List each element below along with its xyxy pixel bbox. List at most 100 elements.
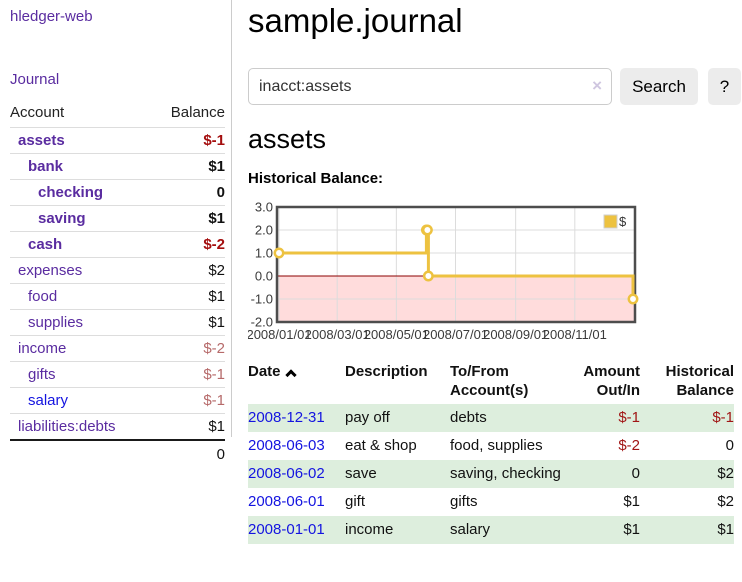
account-heading: assets [248, 124, 327, 154]
transaction-date-link[interactable]: 2008-06-03 [248, 437, 325, 454]
account-link[interactable]: income [18, 340, 67, 357]
svg-text:2008/09/01: 2008/09/01 [483, 327, 548, 342]
accounts-total: 0 [216, 446, 225, 463]
register-row: 2008-12-31 pay off debts $-1 $-1 [248, 404, 734, 432]
account-link[interactable]: gifts [28, 366, 56, 383]
register-row: 2008-01-01 income salary $1 $1 [248, 516, 734, 544]
register-tbody: 2008-12-31 pay off debts $-1 $-1 2008-06-03 ea… [248, 404, 734, 544]
register-header-to/from-account(s): To/From Account(s) [450, 363, 529, 399]
transaction-amount: 0 [565, 460, 640, 488]
account-row: liabilities:debts $1 [10, 413, 225, 441]
svg-text:$: $ [619, 214, 627, 229]
account-row: expenses $2 [10, 257, 225, 284]
svg-text:3.0: 3.0 [255, 200, 273, 215]
transaction-amount: $-2 [618, 437, 640, 454]
transaction-accounts: saving, checking [450, 460, 565, 488]
transaction-description: pay off [345, 404, 450, 432]
transaction-accounts: salary [450, 516, 565, 544]
transaction-date-link[interactable]: 2008-06-01 [248, 493, 325, 510]
account-balance: $-1 [152, 127, 225, 154]
transaction-date-link[interactable]: 2008-12-31 [248, 409, 325, 426]
svg-text:2008/05/01: 2008/05/01 [364, 327, 429, 342]
register-header-row: Date Description To/From Account(s) Amount Ou… [248, 360, 734, 404]
transaction-date-link[interactable]: 2008-01-01 [248, 521, 325, 538]
account-row: salary $-1 [10, 387, 225, 414]
account-link[interactable]: liabilities:debts [18, 418, 116, 435]
svg-text:-2.0: -2.0 [251, 315, 273, 330]
account-link[interactable]: expenses [18, 262, 83, 279]
account-row: food $1 [10, 283, 225, 310]
transaction-amount: $1 [565, 516, 640, 544]
svg-text:2008/01/01: 2008/01/01 [248, 327, 312, 342]
clear-search-icon[interactable]: × [592, 76, 602, 95]
account-link[interactable]: assets [18, 132, 65, 149]
account-row: income $-2 [10, 335, 225, 362]
account-balance: $1 [152, 205, 225, 232]
account-row: checking 0 [10, 179, 225, 206]
accounts-header-account: Account [10, 100, 153, 128]
account-balance: 0 [152, 179, 225, 206]
account-link[interactable]: cash [28, 236, 63, 253]
transaction-description: eat & shop [345, 437, 417, 454]
register-header-historical-balance: Historical Balance [665, 363, 734, 399]
register-row: 2008-06-02 save saving, checking 0 $2 [248, 460, 734, 488]
accounts-tbody: assets $-1 bank $1 checking 0 saving $1 cash $-2 e… [10, 127, 225, 441]
transaction-balance: $-1 [640, 404, 734, 432]
transaction-balance: $1 [640, 516, 734, 544]
sidebar-divider [231, 0, 232, 437]
svg-text:2008/03/01: 2008/03/01 [305, 327, 370, 342]
transaction-balance: 0 [725, 437, 734, 454]
transaction-accounts: gifts [450, 493, 478, 510]
transaction-amount: $1 [623, 493, 640, 510]
account-balance: $-2 [152, 335, 225, 362]
account-balance: $2 [152, 257, 225, 284]
transaction-balance: $2 [717, 493, 734, 510]
svg-text:0.0: 0.0 [255, 269, 273, 284]
account-link[interactable]: saving [38, 210, 86, 227]
svg-text:2008/11/01: 2008/11/01 [543, 327, 607, 342]
account-row: supplies $1 [10, 309, 225, 336]
register-table: Date Description To/From Account(s) Amount Ou… [248, 360, 734, 544]
account-row: saving $1 [10, 205, 225, 232]
account-row: bank $1 [10, 153, 225, 180]
search-input[interactable] [248, 68, 612, 105]
register-row: 2008-06-03 eat & shop food, supplies $-2 0 [248, 432, 734, 460]
page-title: sample.journal [248, 2, 463, 39]
transaction-amount: $-1 [565, 404, 640, 432]
account-balance: $-1 [152, 387, 225, 414]
svg-text:1.0: 1.0 [255, 246, 273, 261]
register-header-description: Description [345, 363, 428, 380]
account-row: gifts $-1 [10, 361, 225, 388]
journal-link[interactable]: Journal [10, 71, 60, 88]
account-link[interactable]: checking [38, 184, 104, 201]
transaction-accounts: food, supplies [450, 437, 543, 454]
account-link[interactable]: bank [28, 158, 64, 175]
svg-text:2.0: 2.0 [255, 223, 273, 238]
register-header-date[interactable]: Date [248, 360, 345, 404]
account-balance: $-1 [152, 361, 225, 388]
transaction-date-link[interactable]: 2008-06-02 [248, 465, 325, 482]
sort-asc-icon [284, 369, 297, 381]
svg-text:-1.0: -1.0 [251, 292, 273, 307]
search-button[interactable]: Search [620, 68, 698, 105]
search-form: × Search ? [248, 68, 742, 105]
help-button[interactable]: ? [708, 68, 741, 105]
transaction-description: gift [345, 493, 366, 510]
transaction-description: income [345, 516, 450, 544]
account-row: assets $-1 [10, 127, 225, 154]
transaction-balance: $2 [640, 460, 734, 488]
account-link[interactable]: salary [28, 392, 69, 409]
account-link[interactable]: supplies [28, 314, 84, 331]
historical-balance-chart: $3.0 2.0 1.0 0.0 -1.0 -2.02008/01/012008/03/0… [248, 200, 639, 342]
account-row: cash $-2 [10, 231, 225, 258]
accounts-table: Account Balance assets $-1 bank $1 checking 0… [10, 100, 225, 467]
register-row: 2008-06-01 gift gifts $1 $2 [248, 488, 734, 516]
account-link[interactable]: food [28, 288, 58, 305]
accounts-header-balance: Balance [152, 100, 225, 128]
account-balance: $1 [152, 283, 225, 310]
svg-text:2008/07/01: 2008/07/01 [423, 327, 488, 342]
transaction-accounts: debts [450, 404, 565, 432]
register-header-amount-out/in: Amount Out/In [583, 363, 640, 399]
transaction-description: save [345, 460, 450, 488]
brand-link[interactable]: hledger-web [10, 8, 93, 25]
